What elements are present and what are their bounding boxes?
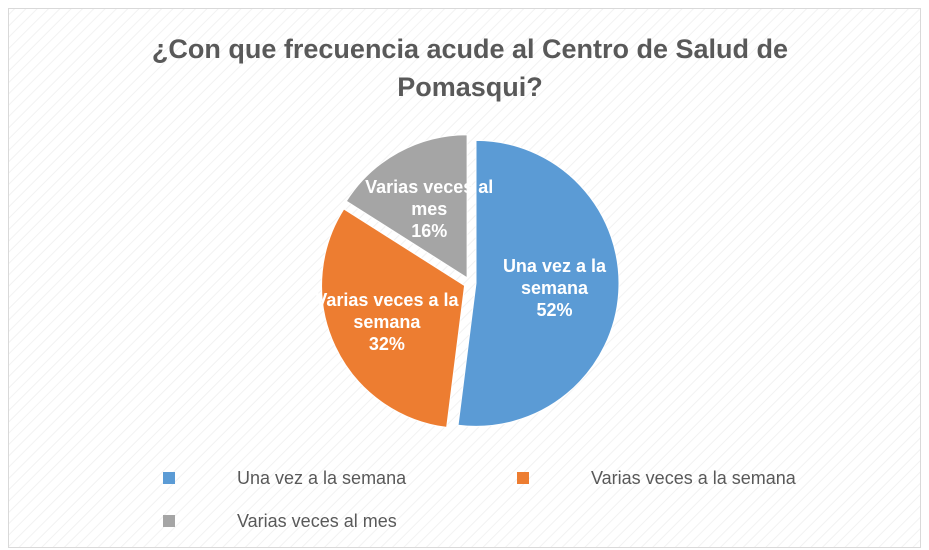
data-label-category: Varias veces a la semana <box>315 290 459 333</box>
data-label-value: 32% <box>368 334 405 355</box>
legend-label: Varias veces al mes <box>237 511 397 531</box>
chart-border <box>8 8 921 548</box>
data-label-value: 52% <box>536 300 573 321</box>
data-label: Varias veces al mes 16% <box>354 176 504 242</box>
legend-label: Una vez a la semana <box>237 468 407 488</box>
data-label-value: 16% <box>411 220 448 241</box>
legend-label: Varias veces a la semana <box>591 468 796 488</box>
pie-slice <box>345 134 468 279</box>
data-label: Varias veces a la semana 32% <box>312 289 462 355</box>
legend-swatch <box>517 472 529 484</box>
data-label: Una vez a la semana 52% <box>479 255 629 321</box>
legend-swatch <box>163 472 175 484</box>
data-label-category: Una vez a la semana <box>502 256 606 299</box>
data-label-category: Varias veces al mes <box>365 176 494 219</box>
chart-title: ¿Con que frecuencia acude al Centro de S… <box>151 34 789 102</box>
legend-swatch <box>163 515 175 527</box>
pie-slice <box>457 139 620 427</box>
pie-slice <box>321 208 466 428</box>
